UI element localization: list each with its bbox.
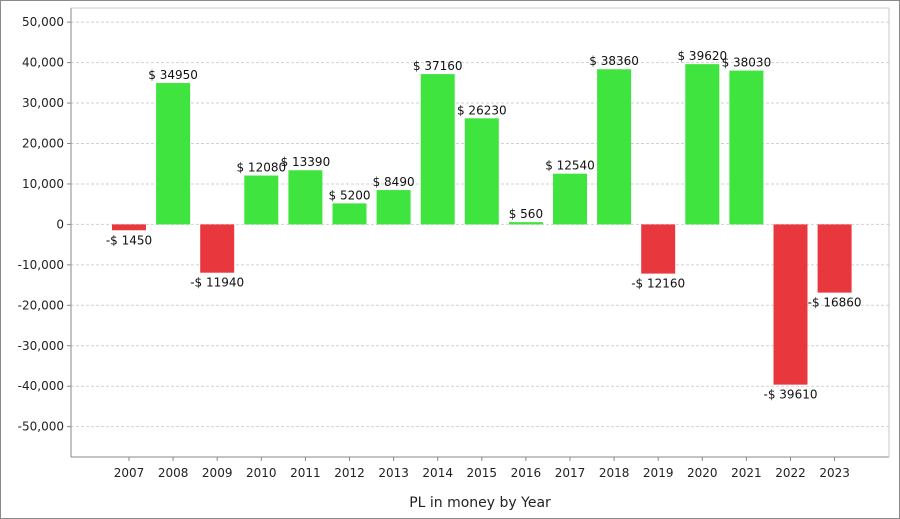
data-label: -$ 12160	[631, 277, 685, 291]
bar-2016	[508, 222, 543, 225]
data-label: -$ 1450	[106, 233, 152, 247]
y-tick-label: 20,000	[22, 137, 64, 151]
bar-2015	[464, 118, 499, 225]
y-tick-label: -40,000	[18, 379, 64, 393]
y-tick-label: 40,000	[22, 56, 64, 70]
x-tick-label: 2023	[819, 466, 850, 480]
x-tick-label: 2020	[687, 466, 718, 480]
data-label: $ 13390	[281, 155, 331, 169]
data-label: -$ 11940	[190, 276, 244, 290]
bar-2014	[420, 74, 455, 225]
data-label: $ 12080	[236, 161, 286, 175]
x-tick-label: 2022	[775, 466, 806, 480]
x-tick-label: 2013	[378, 466, 409, 480]
x-tick-label: 2009	[202, 466, 233, 480]
data-label: $ 34950	[148, 68, 198, 82]
data-label: $ 38030	[722, 56, 772, 70]
bar-2018	[597, 69, 632, 225]
data-label: $ 39620	[677, 49, 727, 63]
bar-2011	[288, 170, 323, 225]
data-label: $ 37160	[413, 59, 463, 73]
data-label: $ 8490	[373, 175, 415, 189]
y-tick-label: -10,000	[18, 258, 64, 272]
x-tick-label: 2018	[599, 466, 630, 480]
bar-2009	[200, 224, 235, 273]
data-label: $ 26230	[457, 103, 507, 117]
x-tick-label: 2008	[158, 466, 189, 480]
x-tick-label: 2015	[467, 466, 498, 480]
data-label: -$ 16860	[808, 296, 862, 310]
bar-2023	[817, 224, 852, 293]
data-labels: -$ 1450 $ 34950 -$ 11940 $ 12080$ 13390 $ 52…	[106, 49, 862, 401]
x-tick-label: 2021	[731, 466, 762, 480]
y-tick-label: 50,000	[22, 15, 64, 29]
bar-2021	[729, 70, 764, 225]
x-axis-title: PL in money by Year	[409, 495, 551, 511]
bar-2017	[553, 173, 587, 225]
x-tick-label: 2007	[114, 466, 145, 480]
y-tick-label: 10,000	[22, 177, 64, 191]
y-tick-label: 0	[56, 217, 64, 231]
y-tick-label: -20,000	[18, 298, 64, 312]
x-tick-label: 2012	[334, 466, 365, 480]
bar-2012	[332, 203, 367, 225]
bar-2019	[641, 224, 676, 274]
y-axis-ticks: -50,000 -40,000 -30,000 -20,000 -10,000 0 10,0…	[18, 15, 71, 434]
y-tick-label: 30,000	[22, 96, 64, 110]
data-label: -$ 39610	[764, 388, 818, 402]
bar-2013	[376, 190, 411, 225]
y-tick-label: -30,000	[18, 339, 64, 353]
data-label: $ 5200	[329, 188, 371, 202]
x-tick-label: 2017	[555, 466, 586, 480]
bar-2020	[685, 64, 720, 225]
bar-2010	[244, 175, 279, 225]
y-tick-label: -50,000	[18, 420, 64, 434]
x-tick-label: 2014	[422, 466, 453, 480]
x-tick-label: 2011	[290, 466, 321, 480]
data-label: $ 560	[509, 207, 543, 221]
bar-2007	[112, 224, 146, 231]
x-tick-label: 2010	[246, 466, 277, 480]
bars	[112, 64, 852, 385]
data-label: $ 12540	[545, 159, 595, 173]
bar-2022	[773, 224, 808, 385]
x-tick-label: 2016	[511, 466, 542, 480]
bar-2008	[156, 83, 191, 225]
data-label: $ 38360	[589, 54, 639, 68]
x-axis-ticks: 2007 2008 2009 2010 2011 2012 2013 2014 2015 2016…	[114, 457, 850, 480]
x-tick-label: 2019	[643, 466, 674, 480]
